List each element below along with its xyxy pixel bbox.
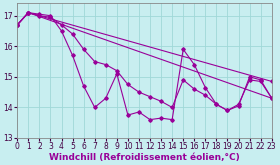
X-axis label: Windchill (Refroidissement éolien,°C): Windchill (Refroidissement éolien,°C) [49,152,240,162]
